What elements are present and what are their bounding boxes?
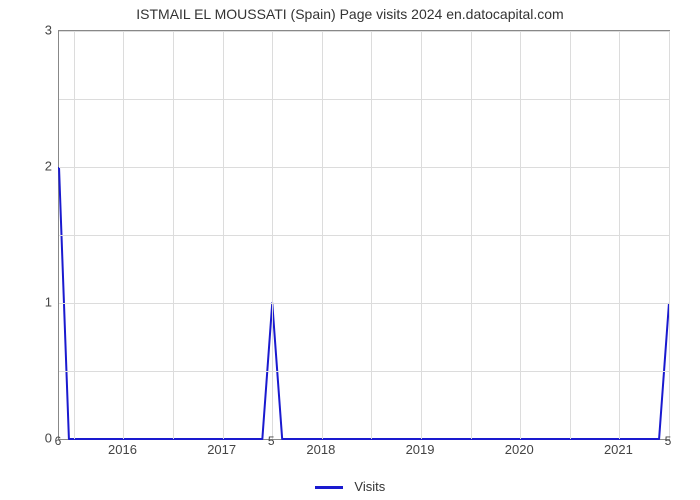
y-tick-label: 1 (0, 295, 52, 310)
gridline-horizontal (59, 235, 669, 236)
legend-swatch (315, 486, 343, 489)
x-tick-label: 2021 (604, 442, 633, 457)
gridline-horizontal (59, 167, 669, 168)
chart-container: ISTMAIL EL MOUSSATI (Spain) Page visits … (0, 0, 700, 500)
point-label: 5 (665, 434, 672, 448)
point-label: 5 (268, 434, 275, 448)
gridline-horizontal (59, 99, 669, 100)
gridline-vertical (669, 31, 670, 439)
gridline-horizontal (59, 31, 669, 32)
x-tick-label: 2019 (406, 442, 435, 457)
chart-title: ISTMAIL EL MOUSSATI (Spain) Page visits … (0, 6, 700, 22)
x-tick-label: 2020 (505, 442, 534, 457)
y-tick-label: 2 (0, 159, 52, 174)
legend: Visits (0, 479, 700, 494)
gridline-horizontal (59, 371, 669, 372)
gridline-horizontal (59, 303, 669, 304)
x-tick-label: 2017 (207, 442, 236, 457)
point-label: 6 (55, 434, 62, 448)
y-tick-label: 0 (0, 431, 52, 446)
plot-area (58, 30, 670, 440)
x-tick-label: 2018 (306, 442, 335, 457)
y-tick-label: 3 (0, 23, 52, 38)
legend-label: Visits (354, 479, 385, 494)
x-tick-label: 2016 (108, 442, 137, 457)
